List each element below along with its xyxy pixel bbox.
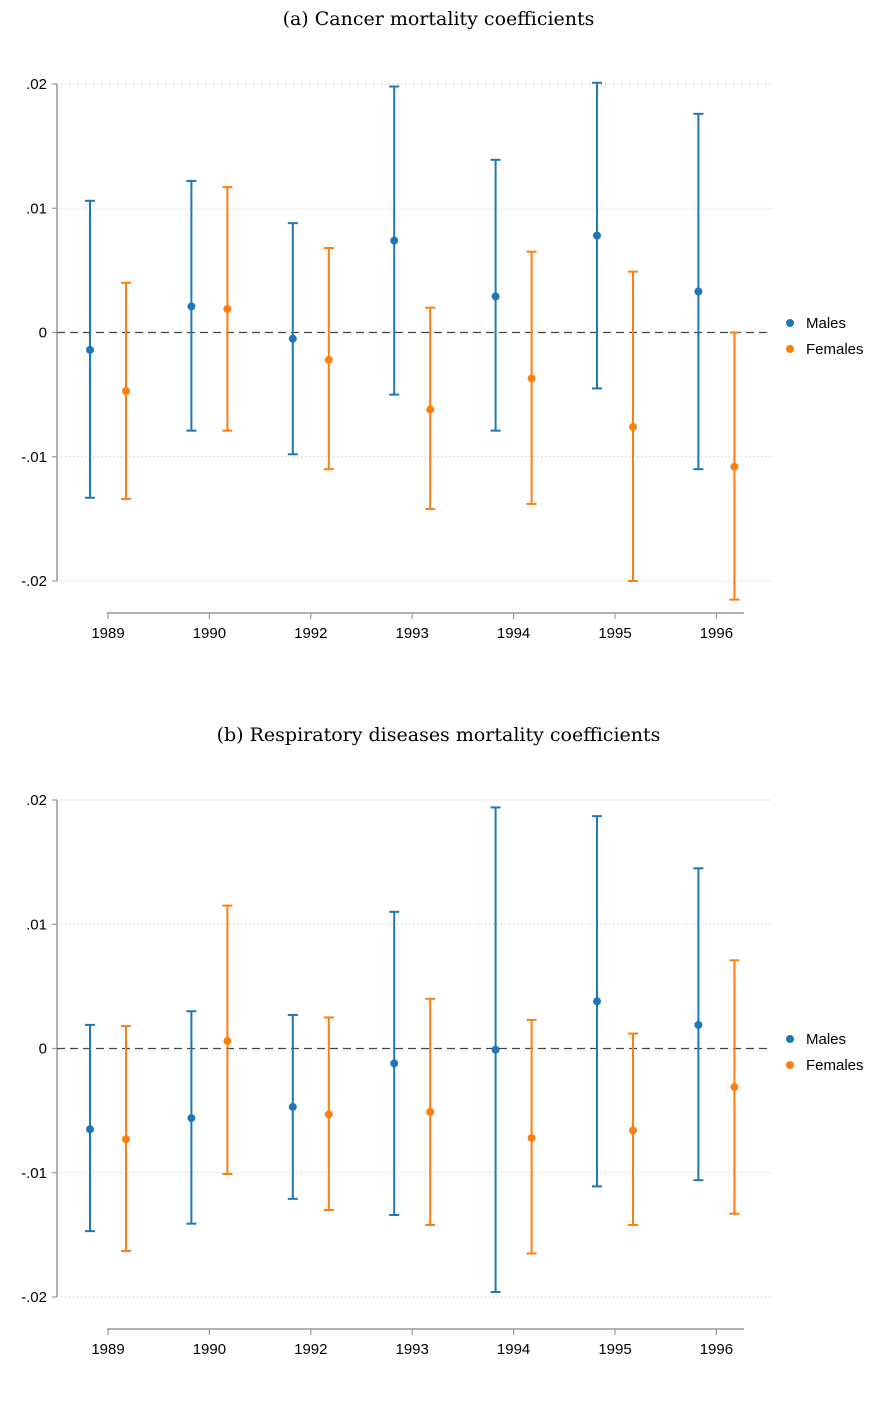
chart-panel-cancer: (a) Cancer mortality coefficients .02 .01… — [0, 0, 877, 680]
females-point — [730, 1083, 739, 1092]
males-point — [86, 1125, 94, 1134]
males-point — [694, 1020, 703, 1029]
legend-label-males: Males — [806, 1031, 846, 1048]
females-point — [324, 1110, 333, 1119]
x-tick-label: 1995 — [598, 1341, 631, 1358]
females-legend-marker — [786, 1061, 794, 1069]
females-point — [629, 1126, 637, 1135]
chart-respiratory-svg: .02 .01 0 -.01 -.02 1989 1990 1992 1993 1994 1995 1… — [21, 792, 864, 1358]
males-point — [491, 292, 500, 301]
x-tick-label: 1990 — [193, 1341, 226, 1358]
males-point — [288, 334, 297, 343]
females-point — [629, 422, 637, 431]
males-point — [288, 1102, 297, 1111]
y-tick-label: .02 — [26, 792, 47, 809]
males-point — [491, 1045, 500, 1054]
x-tick-label: 1992 — [294, 625, 327, 642]
females-point — [527, 1133, 536, 1142]
chart-panel-respiratory: (b) Respiratory diseases mortality coeff… — [0, 680, 877, 1364]
x-tick-label: 1993 — [396, 625, 429, 642]
x-tick-label: 1990 — [193, 625, 226, 642]
legend-label-males: Males — [806, 315, 846, 332]
y-tick-label: .01 — [26, 200, 47, 217]
females-legend-marker — [786, 345, 794, 353]
x-tick-label: 1994 — [497, 1341, 530, 1358]
males-point — [390, 236, 399, 245]
y-tick-label: .01 — [26, 916, 47, 933]
males-point — [187, 302, 196, 311]
males-point — [390, 1059, 399, 1068]
females-point — [730, 462, 739, 471]
y-tick-label: -.01 — [21, 1165, 47, 1182]
y-tick-label: 0 — [39, 325, 47, 342]
chart-cancer-svg: .02 .01 0 -.01 -.02 1989 1990 1992 1993 1994 1995 1… — [21, 76, 864, 642]
legend-label-females: Females — [806, 341, 864, 358]
x-tick-label: 1993 — [396, 1341, 429, 1358]
females-point — [527, 374, 536, 383]
males-point — [593, 231, 601, 240]
males-point — [694, 287, 703, 296]
males-legend-marker — [786, 1035, 794, 1043]
x-tick-label: 1992 — [294, 1341, 327, 1358]
x-tick-label: 1995 — [598, 625, 631, 642]
legend-label-females: Females — [806, 1057, 864, 1074]
x-tick-label: 1996 — [700, 625, 733, 642]
x-tick-label: 1994 — [497, 625, 530, 642]
females-point — [223, 304, 232, 313]
chart-title: (b) Respiratory diseases mortality coeff… — [216, 724, 661, 746]
x-tick-label: 1996 — [700, 1341, 733, 1358]
males-point — [593, 997, 601, 1006]
females-point — [426, 405, 435, 414]
y-tick-label: 0 — [39, 1041, 47, 1058]
x-tick-label: 1989 — [91, 1341, 124, 1358]
males-point — [187, 1114, 196, 1123]
males-legend-marker — [786, 319, 794, 327]
females-point — [223, 1037, 232, 1046]
x-tick-label: 1989 — [91, 625, 124, 642]
females-point — [122, 1135, 130, 1144]
y-tick-label: .02 — [26, 76, 47, 93]
chart-title: (a) Cancer mortality coefficients — [282, 8, 595, 30]
females-point — [426, 1107, 435, 1116]
males-point — [86, 345, 94, 354]
females-point — [324, 355, 333, 364]
y-tick-label: -.02 — [21, 1289, 47, 1306]
y-tick-label: -.02 — [21, 573, 47, 590]
y-tick-label: -.01 — [21, 449, 47, 466]
females-point — [122, 386, 130, 395]
